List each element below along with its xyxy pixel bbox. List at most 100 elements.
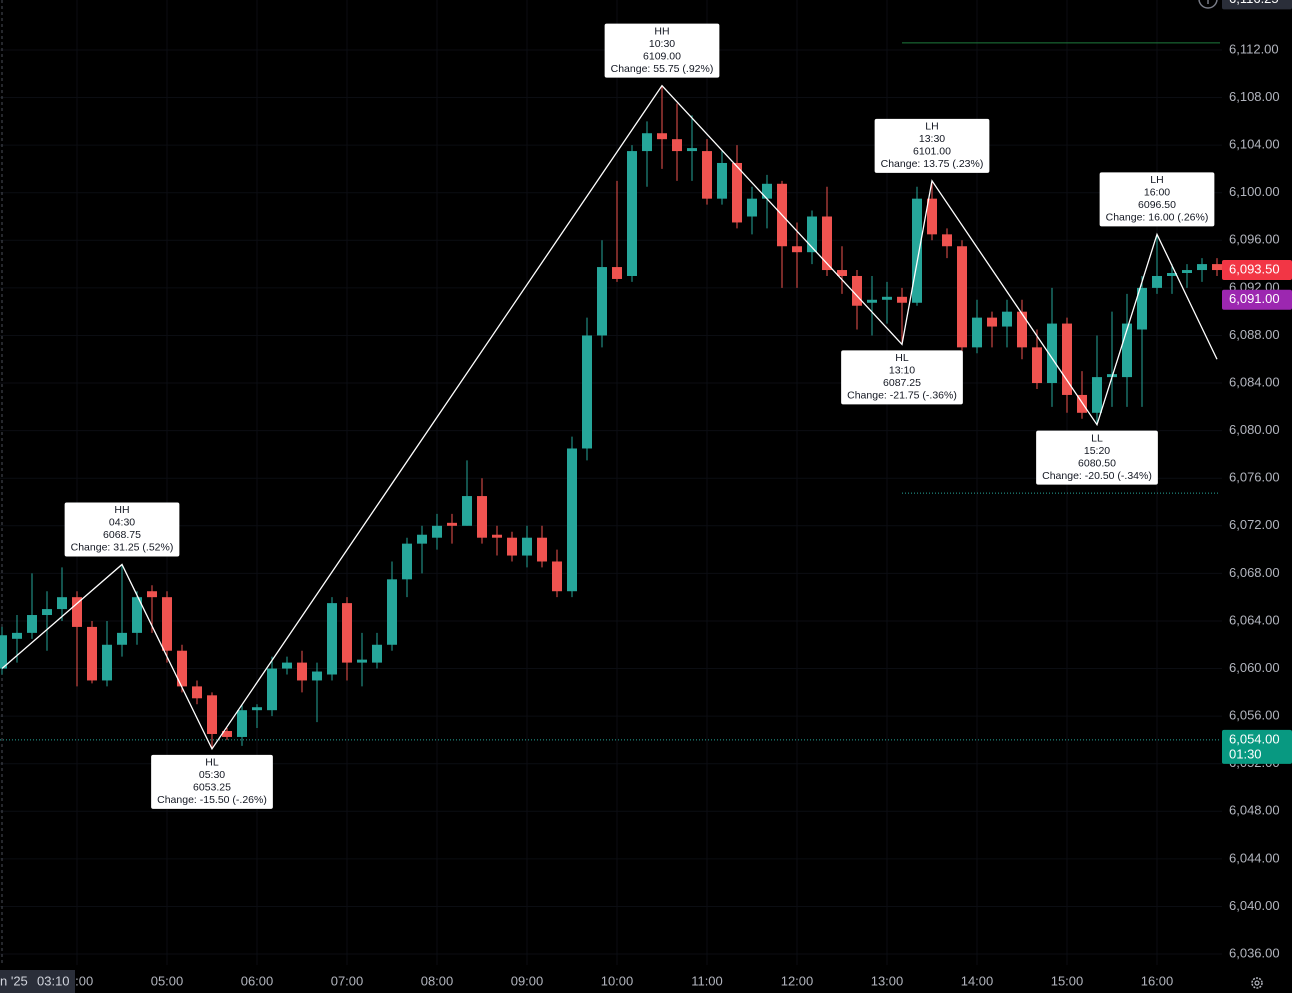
annotation-text: 6096.50 bbox=[1138, 199, 1176, 211]
annotation-box bbox=[64, 502, 180, 557]
y-tick-label: 6,040.00 bbox=[1229, 898, 1280, 913]
candle-body bbox=[567, 448, 577, 592]
candle-body bbox=[207, 695, 217, 734]
time-axis: 04:00 05:00 06:00 07:00 08:00 09:00 10:00 11:00… bbox=[61, 973, 1174, 988]
candle-body bbox=[537, 537, 547, 562]
price-label-sub: 01:30 bbox=[1229, 746, 1262, 761]
zigzag-line bbox=[1, 84, 1218, 751]
candle-body bbox=[417, 534, 427, 544]
annotation-box bbox=[604, 23, 720, 78]
candle-body bbox=[1002, 311, 1012, 327]
annotation-text: 04:30 bbox=[109, 517, 135, 529]
x-tick-label: 15:00 bbox=[1051, 973, 1084, 988]
price-axis: 6,036.006,040.006,044.006,048.006,052.00… bbox=[1222, 0, 1292, 960]
candle-body bbox=[912, 198, 922, 303]
candle-body bbox=[1167, 273, 1177, 276]
candle-body bbox=[792, 246, 802, 253]
candle-body bbox=[1197, 264, 1207, 271]
annotation-box bbox=[874, 118, 990, 173]
annotation-text: 6068.75 bbox=[103, 529, 141, 541]
candle-body bbox=[837, 270, 847, 276]
annotation-text: Change: 55.75 (.92%) bbox=[611, 63, 714, 75]
y-tick-label: 6,080.00 bbox=[1229, 422, 1280, 437]
candle-body bbox=[552, 561, 562, 592]
candle-body bbox=[522, 537, 532, 556]
y-tick-label: 6,104.00 bbox=[1229, 137, 1280, 152]
y-tick-label: 6,084.00 bbox=[1229, 374, 1280, 389]
price-label: 6,054.00 bbox=[1229, 731, 1280, 746]
y-tick-label: 6,060.00 bbox=[1229, 660, 1280, 675]
candle-body bbox=[252, 707, 262, 711]
candle-body bbox=[717, 162, 727, 199]
candle-body bbox=[282, 662, 292, 669]
candle-body bbox=[732, 162, 742, 223]
candle-body bbox=[747, 198, 757, 217]
y-tick-label: 6,100.00 bbox=[1229, 184, 1280, 199]
candle-body bbox=[267, 668, 277, 711]
candle-body bbox=[237, 710, 247, 737]
annotation-text: LH bbox=[925, 121, 938, 133]
annotation-text: 6080.50 bbox=[1078, 457, 1116, 469]
candle-body bbox=[807, 216, 817, 253]
candle-body bbox=[132, 597, 142, 633]
candle-body bbox=[447, 522, 457, 526]
candle-body bbox=[1152, 275, 1162, 288]
candle-body bbox=[1137, 287, 1147, 330]
annotation-text: Change: -20.50 (-.34%) bbox=[1042, 470, 1152, 482]
candle-body bbox=[672, 139, 682, 152]
x-tick-label: 13:00 bbox=[871, 973, 904, 988]
candle-body bbox=[1077, 394, 1087, 413]
annotation-text: 6087.25 bbox=[883, 377, 921, 389]
annotation-text: HL bbox=[895, 352, 909, 364]
candle-body bbox=[87, 626, 97, 681]
candle-body bbox=[492, 534, 502, 538]
y-tick-label: 6,108.00 bbox=[1229, 89, 1280, 104]
candle-body bbox=[57, 597, 67, 610]
annotation-box bbox=[1036, 430, 1158, 485]
y-tick-label: 6,112.00 bbox=[1229, 41, 1279, 56]
cursor-time: 03:10 bbox=[37, 973, 70, 988]
candle-body bbox=[927, 198, 937, 235]
candle-body bbox=[1122, 323, 1132, 378]
candle-body bbox=[477, 496, 487, 538]
zigzag bbox=[1, 84, 1218, 751]
candle-body bbox=[432, 525, 442, 538]
candle-body bbox=[1092, 377, 1102, 413]
annotation-text: LH bbox=[1150, 174, 1163, 186]
annotation-text: Change: -21.75 (-.36%) bbox=[847, 390, 957, 402]
settings-icon[interactable] bbox=[1251, 977, 1263, 989]
price-label-box bbox=[1222, 0, 1292, 10]
candle-body bbox=[297, 662, 307, 681]
candle-body bbox=[1017, 311, 1027, 348]
candle-body bbox=[0, 635, 7, 669]
price-label: 6,091.00 bbox=[1229, 291, 1280, 306]
y-tick-label: 6,036.00 bbox=[1229, 945, 1280, 960]
price-label-box bbox=[1222, 289, 1292, 310]
annotation-text: HH bbox=[114, 504, 129, 516]
y-tick-label: 6,068.00 bbox=[1229, 565, 1280, 580]
annotation-text: 13:30 bbox=[919, 133, 945, 145]
y-tick-label: 6,072.00 bbox=[1229, 517, 1280, 532]
candle-body bbox=[972, 317, 982, 348]
candle-body bbox=[387, 579, 397, 645]
annotation-text: 6053.25 bbox=[193, 782, 231, 794]
annotation-text: LL bbox=[1091, 432, 1103, 444]
candle-body bbox=[462, 496, 472, 526]
annotation-text: 10:30 bbox=[649, 38, 675, 50]
x-tick-label: 09:00 bbox=[511, 973, 544, 988]
candle-body bbox=[642, 133, 652, 152]
y-tick-label: 6,076.00 bbox=[1229, 470, 1280, 485]
annotation-text: Change: 13.75 (.23%) bbox=[881, 158, 984, 170]
info-icon[interactable] bbox=[1198, 0, 1218, 9]
candle-body bbox=[117, 632, 127, 645]
candle-body bbox=[192, 686, 202, 699]
